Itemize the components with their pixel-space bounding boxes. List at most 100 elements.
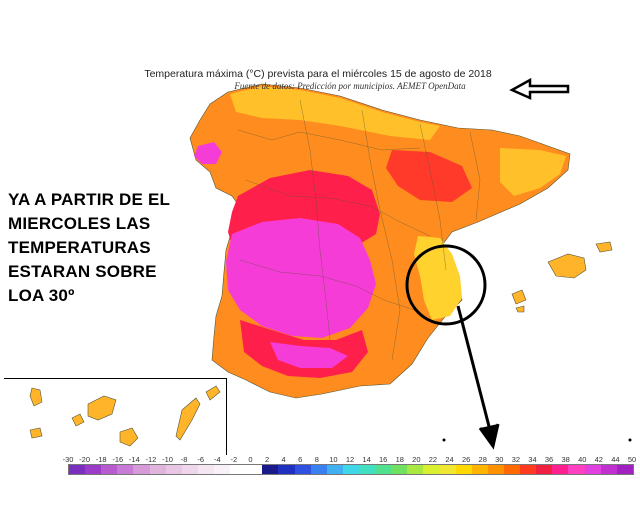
legend-tick-label: -6 [197,455,205,464]
legend-swatch [342,465,359,474]
legend-tick-label: 44 [611,455,620,464]
legend-tick-label: -16 [112,455,124,464]
north-coast-mild [230,86,440,140]
legend-tick-label: 6 [298,455,303,464]
legend-tick-label: 14 [362,455,371,464]
lanzarote [205,385,221,401]
galicia-hot-spot [194,142,222,164]
la-palma [29,387,43,407]
legend-tick-label: 30 [495,455,504,464]
legend-tick-label: 42 [594,455,603,464]
annotation-line: LOA 30º [8,286,75,305]
legend-swatch [471,465,488,474]
legend-swatch [455,465,472,474]
legend-swatch [149,465,166,474]
legend-swatch [117,465,134,474]
iberian-peninsula [189,83,571,399]
ebro-red-zone [386,150,472,202]
legend-swatch [278,465,295,474]
menorca [595,241,613,253]
annotation-line: TEMPERATURAS [8,238,151,257]
marker-dot [628,438,632,442]
legend-tick-label: 36 [544,455,554,464]
legend-tick-label: 40 [578,455,587,464]
legend-swatch [230,465,247,474]
legend-tick-label: -8 [180,455,188,464]
balearic-islands [511,241,613,313]
legend-tick-label: 22 [428,455,438,464]
central-magenta-zone [226,218,376,338]
legend-swatch [584,465,601,474]
annotation-line: ESTARAN SOBRE [8,262,157,281]
legend-swatch [133,465,150,474]
legend-swatch [262,465,279,474]
canary-islands [29,385,221,447]
legend-swatch [326,465,343,474]
tenerife [87,395,117,421]
legend-swatch [568,465,585,474]
legend-tick-label: -14 [128,455,140,464]
valencia-mild-coast [414,236,462,320]
legend-labels: -30 -20 -18 -16 -14 -12 -10 -8 -6 -4 -2 0 2 4 6 8 10 12 14… [60,455,640,467]
mallorca [547,253,587,279]
legend-tick-label: 28 [478,455,487,464]
legend-tick-label: 34 [528,455,537,464]
annotation-line: MIERCOLES LAS [8,214,151,233]
legend-swatch [487,465,504,474]
legend-tick-label: -12 [145,455,157,464]
pointer-arrow-down [456,305,500,450]
legend-tick-label: 20 [412,455,421,464]
formentera [515,305,525,313]
legend-swatch [375,465,392,474]
legend-tick-label: -10 [162,455,173,464]
legend-swatch [69,465,86,474]
ibiza [511,289,527,305]
legend-swatch [310,465,327,474]
legend-tick-label: -2 [230,455,238,464]
map-source: Fuente de datos: Predicción por municipi… [234,81,466,91]
legend-tick-label: 12 [345,455,355,464]
legend-swatch [407,465,424,474]
legend-swatch [503,465,521,474]
legend-swatch [552,465,569,474]
legend-swatch [536,465,553,474]
legend-tick-label: 0 [248,455,253,464]
legend-tick-label: 26 [461,455,471,464]
legend-swatch [213,465,231,474]
legend-tick-label: 16 [379,455,388,464]
catalonia-mild-coast [500,148,566,196]
legend-tick-label: -20 [79,455,90,464]
legend-swatch [246,465,263,474]
legend-tick-label: 8 [314,455,319,464]
gran-canaria [119,427,139,447]
annotation-text: YA A PARTIR DE EL MIERCOLES LAS TEMPERAT… [8,188,208,308]
legend-tick-label: 4 [281,455,286,464]
legend-tick-label: -4 [213,455,221,464]
legend-tick-label: 50 [627,455,637,464]
legend-tick-label: 2 [264,455,270,464]
legend-swatch [85,465,102,474]
legend-tick-label: 18 [395,455,404,464]
marker-dot [442,438,446,442]
legend-tick-label: 32 [511,455,521,464]
legend-swatch [391,465,408,474]
legend-tick-label: 38 [561,455,570,464]
annotation-line: YA A PARTIR DE EL [8,190,171,209]
canary-inset-frame [4,378,227,455]
legend-tick-label: -18 [95,455,107,464]
legend-tick-label: -30 [62,455,74,464]
legend-swatch [294,465,311,474]
guadalquivir-magenta [270,342,348,368]
pointer-arrow-left [509,77,570,100]
legend-swatch [600,465,617,474]
legend-swatch [181,465,198,474]
legend-swatch [197,465,214,474]
legend-swatch [439,465,456,474]
legend-swatch [101,465,118,474]
legend-tick-label: 10 [329,455,338,464]
map-title: Temperatura máxima (°C) prevista para el… [144,68,492,80]
fuerteventura [175,397,201,441]
legend-swatch [358,465,376,474]
legend-swatch [165,465,182,474]
